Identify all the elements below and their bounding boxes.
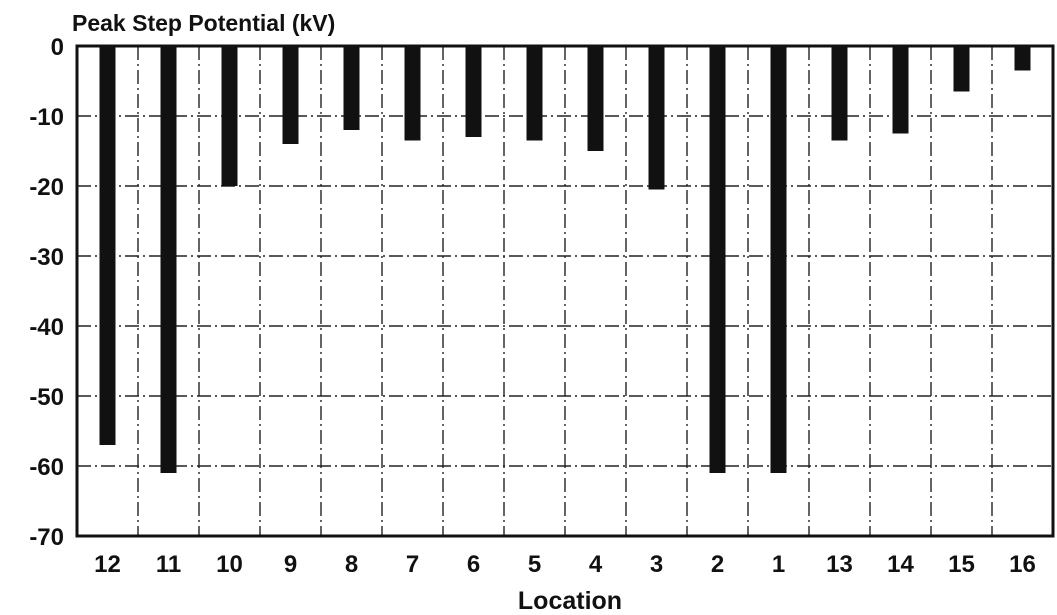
bar-location-13 xyxy=(831,46,848,141)
x-tick-label: 4 xyxy=(589,551,603,578)
bar-location-16 xyxy=(1014,46,1031,71)
x-tick-label: 14 xyxy=(887,551,914,578)
y-tick-label: -20 xyxy=(29,174,64,201)
bar-location-12 xyxy=(99,46,116,445)
x-tick-label: 1 xyxy=(772,551,785,578)
x-tick-label: 13 xyxy=(826,551,853,578)
bar-location-11 xyxy=(160,46,177,473)
bar-location-3 xyxy=(648,46,665,190)
x-tick-label: 11 xyxy=(156,551,181,578)
bars xyxy=(99,46,1031,473)
plot-frame xyxy=(75,44,1055,538)
bar-location-8 xyxy=(343,46,360,130)
x-tick-label: 16 xyxy=(1009,551,1036,578)
bar-location-5 xyxy=(526,46,543,141)
y-tick-label: -40 xyxy=(29,314,64,341)
x-tick-label: 3 xyxy=(650,551,663,578)
x-tick-label: 12 xyxy=(94,551,121,578)
bar-location-4 xyxy=(587,46,604,151)
x-axis-label: Location xyxy=(518,587,622,615)
bar-location-7 xyxy=(404,46,421,141)
y-tick-label: -10 xyxy=(29,104,64,131)
bar-location-9 xyxy=(282,46,299,144)
x-tick-label: 6 xyxy=(467,551,480,578)
x-tick-label: 15 xyxy=(948,551,975,578)
bar-location-15 xyxy=(953,46,970,92)
y-tick-label: -30 xyxy=(29,244,64,271)
x-tick-label: 2 xyxy=(711,551,724,578)
y-tick-label: -50 xyxy=(29,384,64,411)
bar-location-1 xyxy=(770,46,787,473)
chart-title: Peak Step Potential (kV) xyxy=(72,10,335,36)
x-tick-label: 10 xyxy=(216,551,243,578)
y-axis-ticks: 0 -10 -20 -30 -40 -50 -60 -70 xyxy=(29,34,64,551)
x-tick-label: 8 xyxy=(345,551,358,578)
x-tick-label: 9 xyxy=(284,551,297,578)
bar-location-2 xyxy=(709,46,726,473)
y-tick-label: 0 xyxy=(51,34,64,61)
x-tick-label: 7 xyxy=(406,551,419,578)
bar-location-14 xyxy=(892,46,909,134)
y-tick-label: -60 xyxy=(29,454,64,481)
x-axis-ticks: 12 11 10 9 8 7 6 5 4 3 2 1 13 14 15 16 xyxy=(94,551,1036,578)
bar-location-6 xyxy=(465,46,482,137)
x-tick-label: 5 xyxy=(528,551,541,578)
y-tick-label: -70 xyxy=(29,524,64,551)
grid-lines xyxy=(77,46,1053,536)
bar-location-10 xyxy=(221,46,238,186)
